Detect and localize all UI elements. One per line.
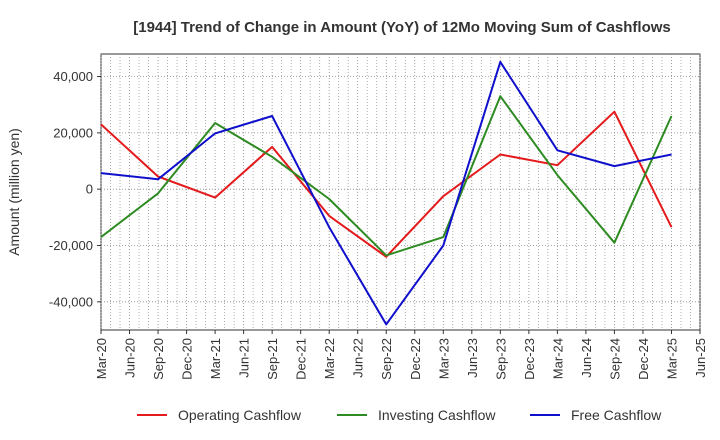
axis-ticks: Mar-20 Jun-20 Sep-20 Dec-20 Mar-21 Jun-21 Sep-… (49, 69, 708, 380)
investing-cashflow-legend-label: Investing Cashflow (378, 407, 496, 423)
x-tick-label: Sep-23 (493, 338, 508, 380)
free-cashflow-legend-label: Free Cashflow (571, 407, 662, 423)
x-tick-label: Jun-21 (237, 338, 252, 378)
x-tick-label: Dec-20 (180, 338, 195, 380)
x-tick-label: Jun-23 (465, 338, 480, 378)
investing-cashflow-line (100, 95, 673, 257)
chart-title: [1944] Trend of Change in Amount (YoY) o… (133, 19, 671, 36)
x-tick-label: Sep-24 (607, 338, 622, 380)
x-tick-label: Dec-22 (408, 338, 423, 380)
legend: Operating Cashflow Investing Cashflow Free… (137, 407, 662, 423)
series-lines (100, 60, 673, 326)
plot-area (100, 53, 701, 331)
x-tick-label: Mar-21 (208, 338, 223, 379)
x-tick-label: Sep-22 (379, 338, 394, 380)
operating-cashflow-line (100, 110, 673, 258)
x-tick-label: Mar-24 (550, 338, 565, 379)
x-tick-label: Sep-20 (151, 338, 166, 380)
x-tick-label: Dec-24 (636, 338, 651, 380)
x-tick-label: Jun-24 (579, 338, 594, 378)
x-tick-label: Dec-21 (294, 338, 309, 380)
x-tick-label: Mar-22 (322, 338, 337, 379)
x-tick-label: Mar-23 (436, 338, 451, 379)
y-tick-label: 40,000 (53, 69, 93, 84)
x-tick-label: Jun-20 (123, 338, 138, 378)
grid-lines (100, 54, 701, 330)
y-tick-label: -20,000 (49, 238, 93, 253)
x-tick-label: Sep-21 (265, 338, 280, 380)
y-tick-label: 0 (86, 182, 93, 197)
x-tick-label: Mar-20 (94, 338, 109, 379)
x-tick-label: Mar-25 (664, 338, 679, 379)
y-tick-label: 20,000 (53, 125, 93, 140)
x-tick-label: Jun-25 (693, 338, 708, 378)
x-tick-label: Dec-23 (522, 338, 537, 380)
operating-cashflow-legend-label: Operating Cashflow (178, 407, 302, 423)
y-tick-label: -40,000 (49, 294, 93, 309)
x-tick-label: Jun-22 (351, 338, 366, 378)
free-cashflow-line (100, 60, 672, 326)
y-axis-label: Amount (million yen) (6, 128, 22, 256)
